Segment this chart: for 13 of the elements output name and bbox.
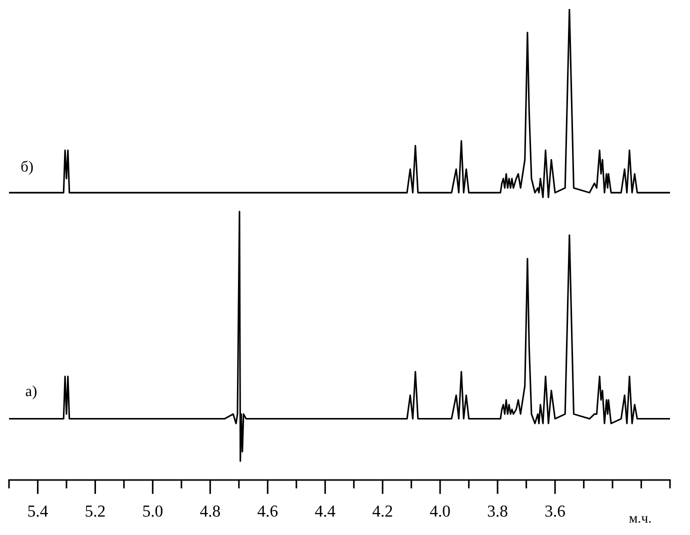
series-label: а) (26, 385, 36, 400)
x-tick-label: 4.2 (372, 506, 392, 517)
x-tick-label: 4.6 (258, 506, 278, 517)
x-tick-label: 3.8 (488, 505, 508, 517)
x-tick-label: 4.0 (430, 505, 450, 517)
x-tick-label: 5.4 (28, 506, 48, 517)
series-label: б) (21, 160, 33, 175)
x-tick-label: 4.4 (315, 506, 336, 517)
x-tick-label: 4.8 (200, 505, 220, 517)
x-axis-title: м.ч. (629, 516, 651, 523)
x-tick-label: 5.2 (86, 506, 105, 517)
x-tick-label: 3.6 (545, 506, 565, 517)
x-tick-label: 5.0 (143, 505, 162, 517)
